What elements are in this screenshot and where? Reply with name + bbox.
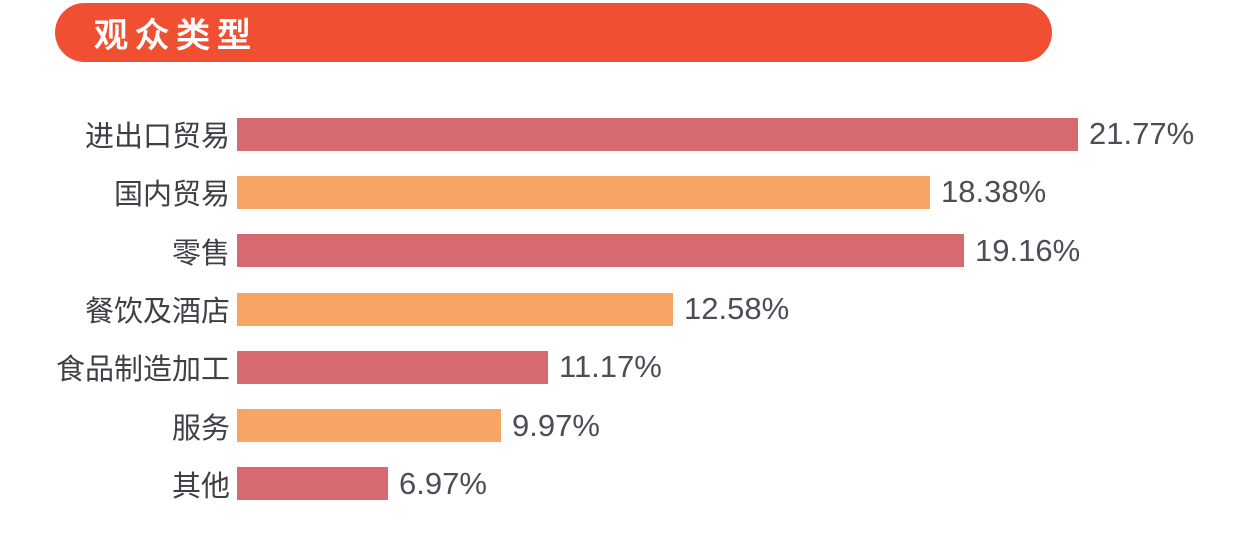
value-label: 18.38% bbox=[941, 174, 1047, 210]
category-label: 食品制造加工 bbox=[55, 354, 230, 387]
chart-row: 餐饮及酒店 12.58% bbox=[0, 280, 1239, 338]
category-label: 进出口贸易 bbox=[84, 121, 230, 154]
chart-row: 食品制造加工 11.17% bbox=[0, 338, 1239, 396]
audience-type-bar-chart: 进出口贸易 21.77% 国内贸易 18.38% 零售 19.16% 餐饮及酒店… bbox=[0, 105, 1239, 513]
value-label: 21.77% bbox=[1089, 116, 1195, 152]
category-label: 零售 bbox=[171, 237, 230, 270]
value-label: 9.97% bbox=[512, 407, 600, 443]
category-label: 餐饮及酒店 bbox=[84, 296, 230, 329]
value-label: 12.58% bbox=[684, 291, 790, 327]
chart-row: 进出口贸易 21.77% bbox=[0, 105, 1239, 163]
category-label: 国内贸易 bbox=[113, 179, 230, 212]
section-header-badge: 观众类型 bbox=[55, 3, 1052, 62]
category-label: 其他 bbox=[171, 470, 230, 503]
value-label: 19.16% bbox=[975, 232, 1081, 268]
chart-row: 服务 9.97% bbox=[0, 396, 1239, 454]
bar-domestic-trade bbox=[237, 175, 930, 209]
bar-import-export-trade bbox=[237, 117, 1078, 151]
section-title: 观众类型 bbox=[94, 17, 258, 55]
chart-row: 零售 19.16% bbox=[0, 222, 1239, 280]
bar-food-manufacturing bbox=[237, 350, 548, 384]
category-label: 服务 bbox=[171, 412, 230, 445]
bar-services bbox=[237, 409, 501, 443]
value-label: 6.97% bbox=[399, 465, 487, 501]
bar-retail bbox=[237, 234, 964, 268]
chart-row: 其他 6.97% bbox=[0, 455, 1239, 513]
bar-catering-hotel bbox=[237, 292, 673, 326]
value-label: 11.17% bbox=[559, 349, 662, 385]
chart-row: 国内贸易 18.38% bbox=[0, 163, 1239, 221]
bar-other bbox=[237, 467, 388, 501]
